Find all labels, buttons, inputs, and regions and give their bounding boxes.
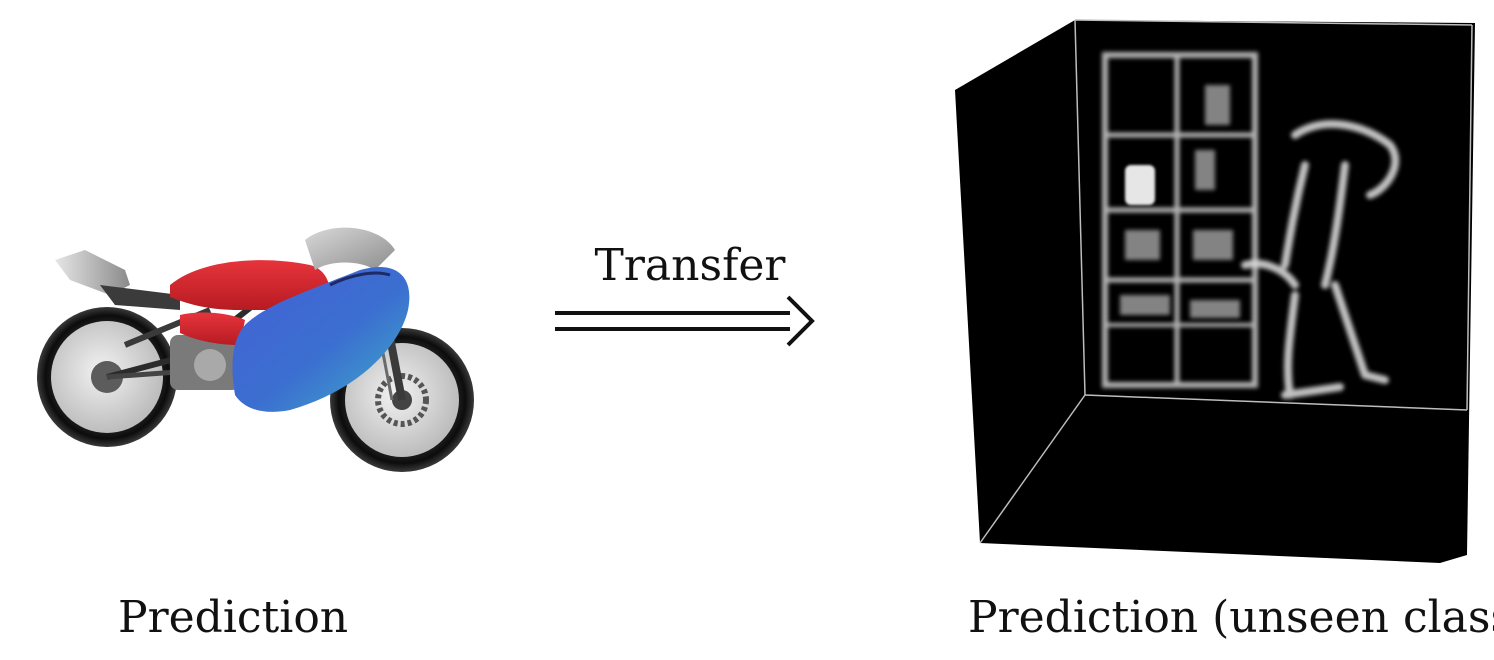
caption-prediction-unseen-class: Prediction (unseen class) [968, 592, 1494, 643]
volume-box-icon [945, 15, 1480, 570]
motorcycle-icon [30, 215, 490, 480]
transfer-label: Transfer [550, 240, 830, 291]
caption-prediction: Prediction [118, 592, 348, 643]
motorcycle-prediction-image [30, 215, 490, 480]
volumetric-prediction-image [945, 15, 1480, 570]
double-arrow-right-icon [550, 295, 830, 355]
transfer-arrow-group: Transfer [550, 240, 830, 360]
